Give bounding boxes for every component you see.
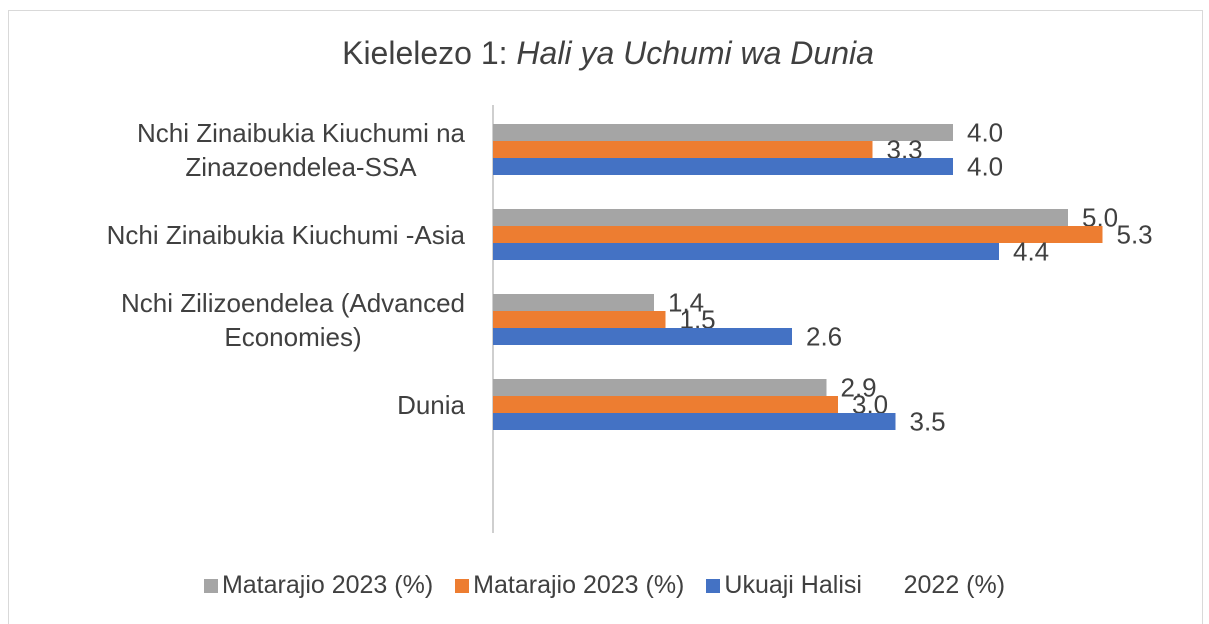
legend-item: Ukuaji Halisi 2022 (%) <box>706 571 1005 600</box>
bar <box>493 294 654 311</box>
legend-label: Matarajio 2023 (%) <box>221 571 434 599</box>
value-label: 3.5 <box>910 406 946 436</box>
category-text: Nchi Zilizoendelea (Advanced Economies) <box>121 287 465 352</box>
category-label: Nchi Zilizoendelea (Advanced Economies) <box>121 286 465 354</box>
legend-swatch <box>203 578 218 593</box>
value-label: 4.4 <box>1013 236 1049 266</box>
bar <box>493 209 1068 226</box>
bar <box>493 413 896 430</box>
title-main: Kielelezo 1: <box>342 35 516 71</box>
category-label: Dunia <box>397 388 465 422</box>
value-label: 1.4 <box>668 287 704 317</box>
chart-title: Kielelezo 1: Hali ya Uchumi wa Dunia <box>342 35 874 71</box>
value-label: 4.0 <box>967 151 1003 181</box>
value-label: 2.9 <box>841 372 877 402</box>
bar <box>493 396 838 413</box>
legend-item: Matarajio 2023 (%) <box>203 571 434 600</box>
category-text: Dunia <box>397 389 465 420</box>
category-label: Nchi Zinaibukia Kiuchumi na Zinazoendele… <box>137 116 465 184</box>
chart-frame <box>8 10 1203 624</box>
bar <box>493 158 953 175</box>
category-label: Nchi Zinaibukia Kiuchumi -Asia <box>107 218 465 252</box>
bar <box>493 311 666 328</box>
legend: Matarajio 2023 (%) Matarajio 2023 (%) Ukua… <box>0 571 1209 600</box>
bar <box>493 328 792 345</box>
title-italic: Hali ya Uchumi wa Dunia <box>516 35 873 71</box>
legend-label: Matarajio 2023 (%) <box>473 571 685 599</box>
legend-swatch <box>706 578 721 593</box>
legend-item: Matarajio 2023 (%) <box>455 571 684 600</box>
value-label: 5.3 <box>1117 219 1153 249</box>
bar <box>493 141 873 158</box>
category-text: Nchi Zinaibukia Kiuchumi -Asia <box>106 219 465 250</box>
bar <box>493 379 827 396</box>
bar <box>493 124 953 141</box>
bar <box>493 226 1103 243</box>
bar <box>493 243 999 260</box>
value-label: 4.0 <box>967 117 1003 147</box>
value-label: 2.6 <box>806 321 842 351</box>
legend-label: Ukuaji Halisi 2022 (%) <box>724 571 1006 599</box>
category-text: Nchi Zinaibukia Kiuchumi na Zinazoendele… <box>136 117 465 182</box>
legend-swatch <box>455 578 470 593</box>
